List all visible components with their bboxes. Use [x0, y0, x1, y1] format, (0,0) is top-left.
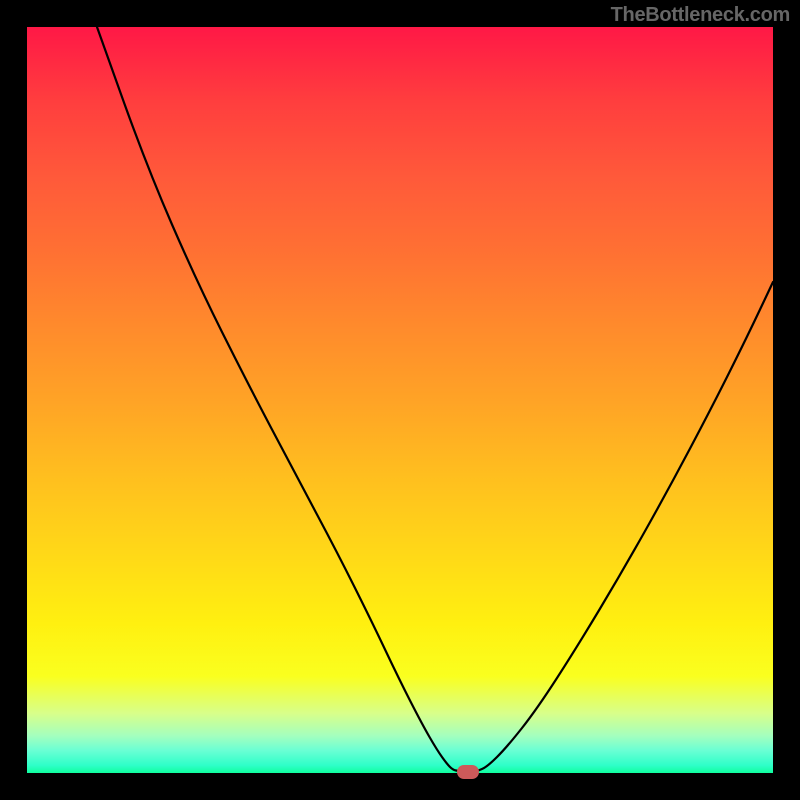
plot-area: [27, 27, 773, 773]
chart-frame: TheBottleneck.com: [0, 0, 800, 800]
curve-layer: [27, 27, 773, 773]
attribution-text: TheBottleneck.com: [611, 4, 790, 27]
v-curve-path: [97, 27, 773, 771]
bottleneck-marker: [457, 765, 479, 779]
